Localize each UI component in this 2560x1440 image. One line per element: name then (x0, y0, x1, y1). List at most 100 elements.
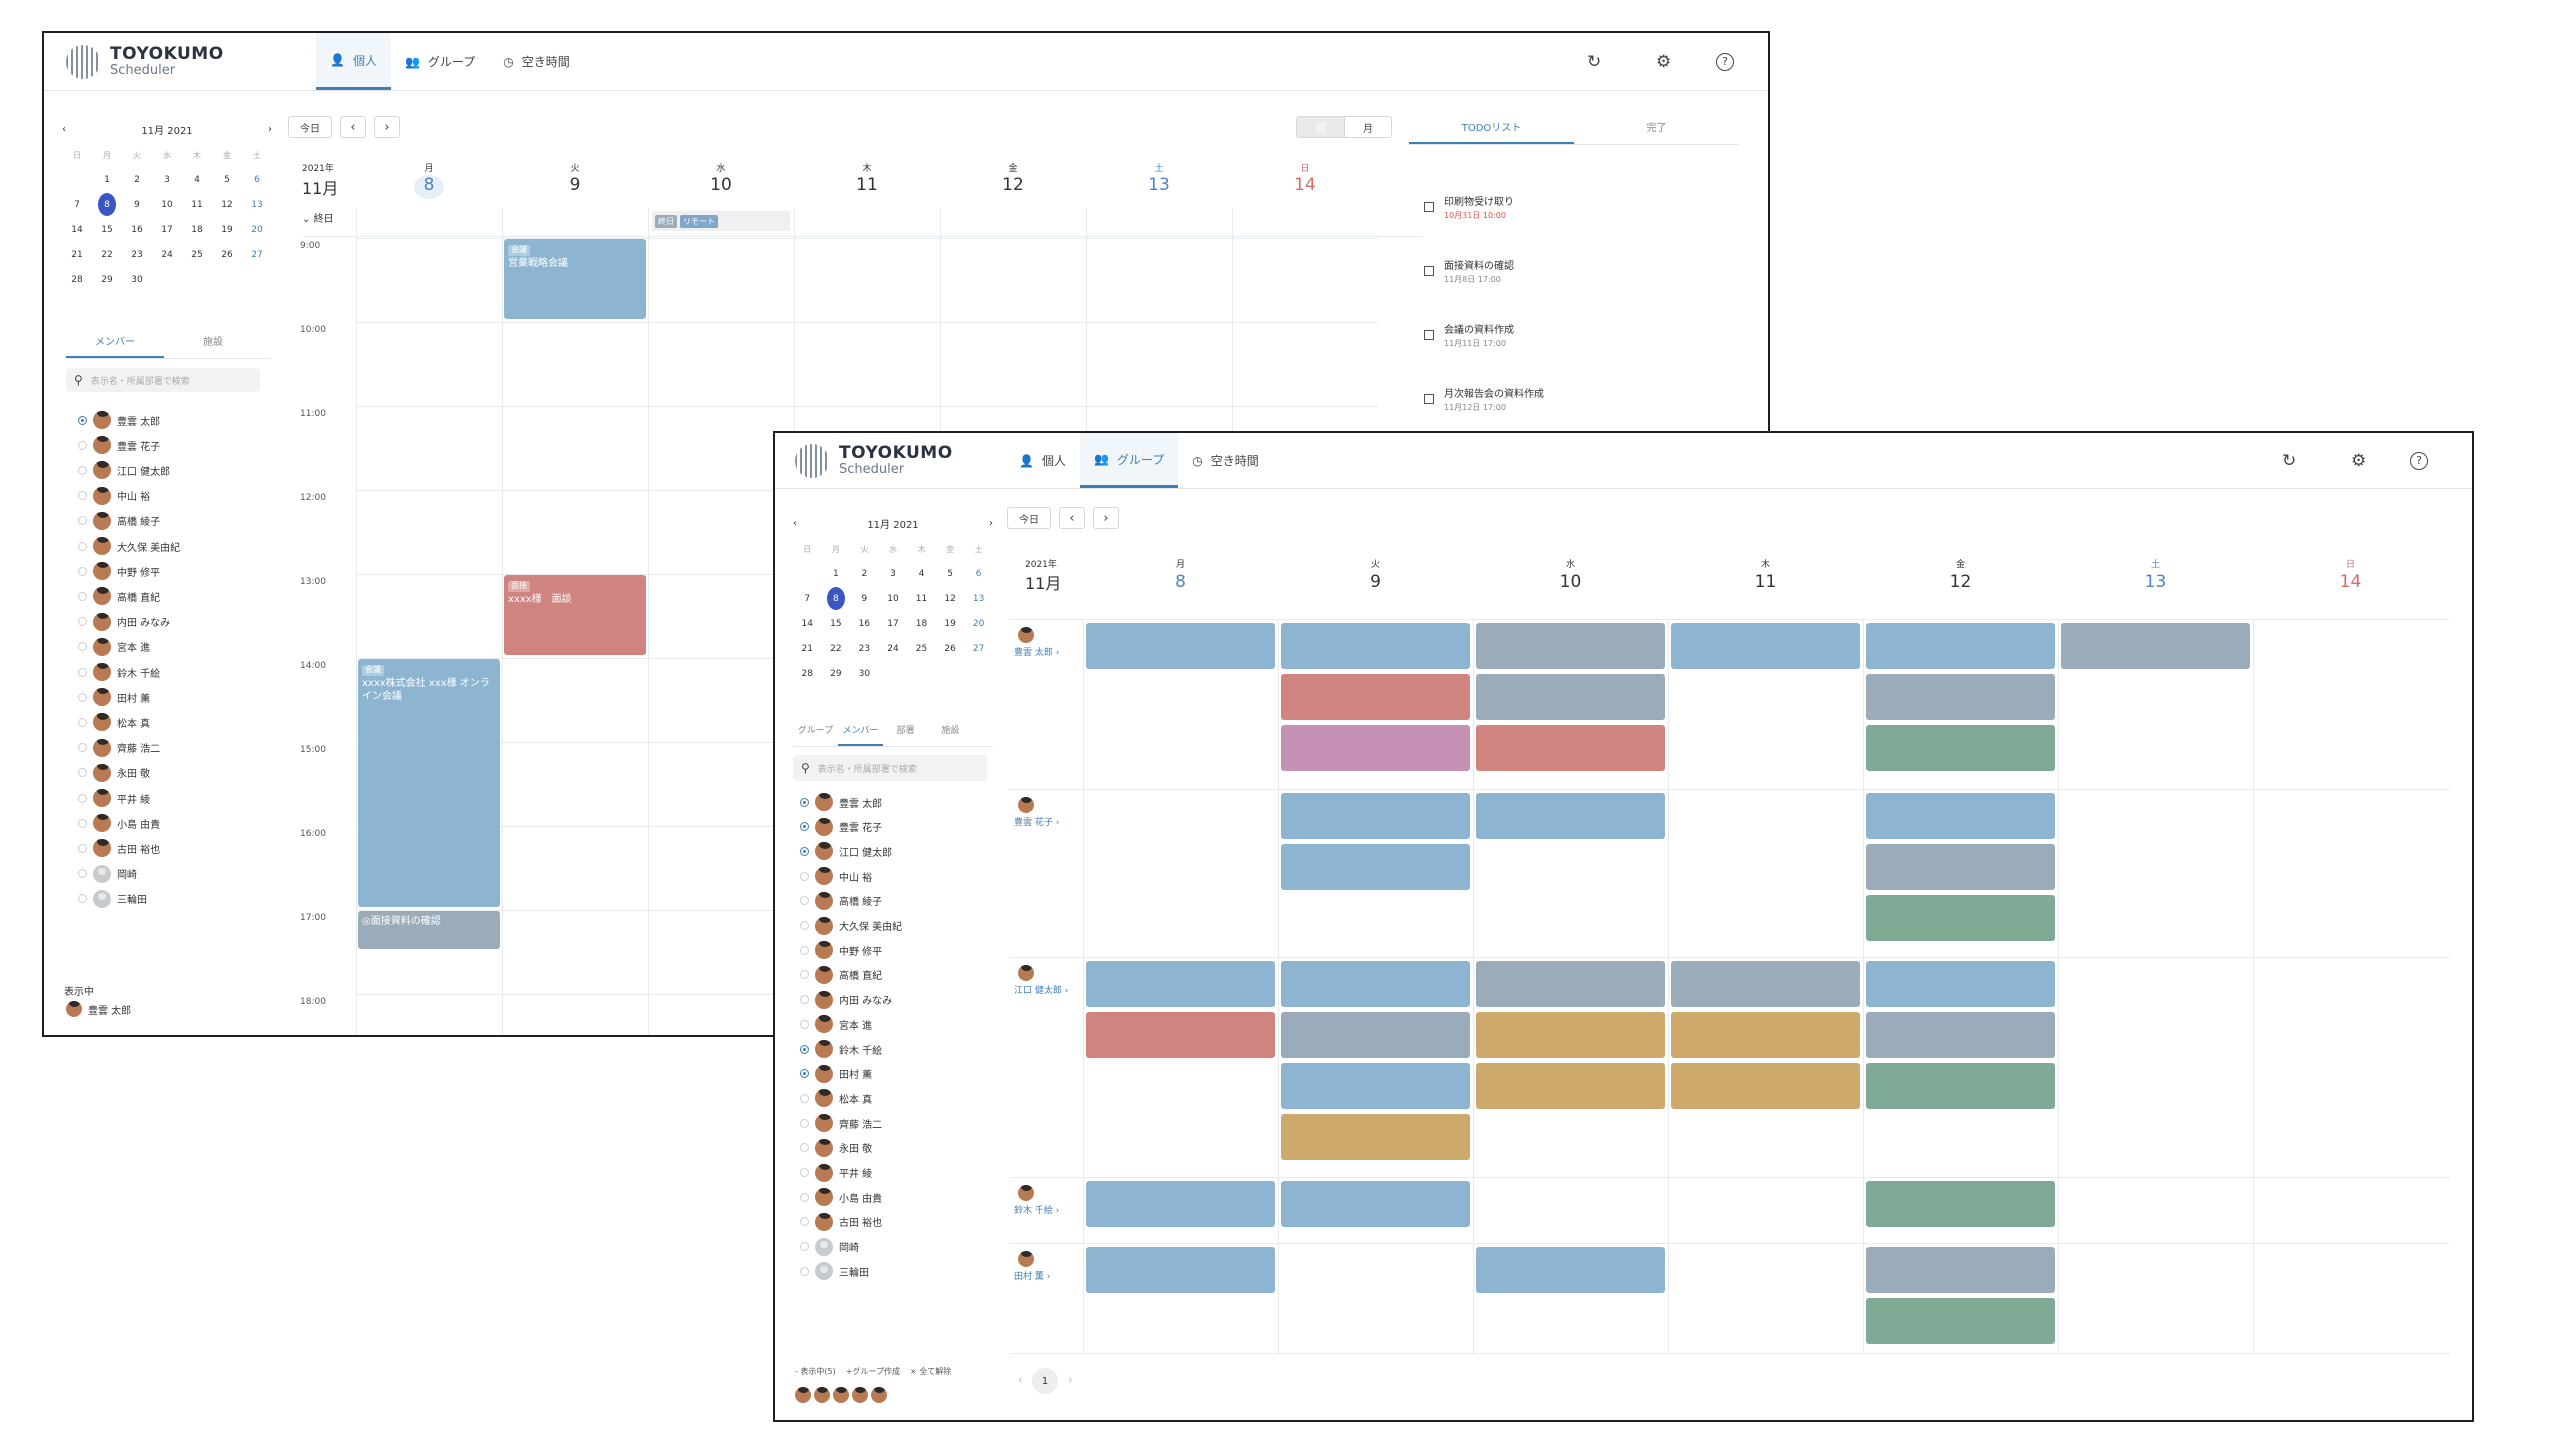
allday-event[interactable]: 終日 リモート (652, 211, 790, 231)
day-cell[interactable]: 4 (194, 174, 200, 185)
member-item[interactable]: 高橋 綾子 (800, 891, 882, 910)
day-cell[interactable]: 13 (251, 199, 263, 210)
member-item[interactable]: 古田 裕也 (800, 1212, 882, 1231)
calendar-event[interactable] (1866, 1012, 2055, 1058)
member-checkbox[interactable] (800, 1044, 809, 1054)
member-item[interactable]: 大久保 美由紀 (800, 916, 902, 935)
nav-tab-free-time[interactable]: ◷ 空き時間 (1178, 433, 1273, 488)
member-checkbox[interactable] (800, 1019, 809, 1029)
member-checkbox[interactable] (78, 440, 87, 450)
member-item[interactable]: 齊藤 浩二 (800, 1114, 882, 1133)
day-cell[interactable]: 5 (947, 568, 953, 579)
member-checkbox[interactable] (78, 843, 87, 853)
member-checkbox[interactable] (78, 692, 87, 702)
day-cell[interactable]: 29 (830, 668, 842, 679)
member-item[interactable]: 中野 修平 (78, 562, 160, 581)
prev-month-icon[interactable]: ‹ (793, 517, 797, 529)
day-cell[interactable]: 12 (944, 593, 956, 604)
day-cell[interactable]: 24 (161, 249, 173, 260)
day-cell[interactable]: 23 (858, 643, 871, 654)
member-checkbox[interactable] (78, 667, 87, 677)
clear-all-link[interactable]: × 全て解除 (910, 1367, 952, 1376)
day-cell[interactable]: 20 (972, 618, 985, 629)
day-cell[interactable]: 15 (101, 224, 113, 235)
calendar-event[interactable] (1476, 1063, 1665, 1109)
day-number[interactable]: 9 (569, 175, 581, 195)
calendar-event[interactable] (1671, 1012, 1860, 1058)
member-item[interactable]: 岡崎 (78, 864, 137, 883)
day-cell[interactable]: 10 (161, 199, 173, 210)
calendar-event[interactable] (1671, 961, 1860, 1007)
calendar-event[interactable] (1086, 1012, 1275, 1058)
member-checkbox[interactable] (800, 921, 809, 930)
nav-tab-personal[interactable]: 👤 個人 (316, 33, 391, 90)
member-checkbox[interactable] (800, 1217, 809, 1227)
day-cell[interactable]: 25 (915, 643, 928, 654)
day-cell[interactable]: 21 (71, 249, 83, 260)
calendar-event[interactable] (1866, 1298, 2055, 1344)
member-item[interactable]: 三輪田 (800, 1262, 869, 1281)
calendar-event[interactable] (1281, 793, 1470, 839)
member-checkbox[interactable] (800, 1168, 809, 1177)
member-checkbox[interactable] (78, 415, 87, 425)
day-cell[interactable]: 12 (221, 199, 233, 210)
calendar-event[interactable] (1866, 1063, 2055, 1109)
todo-checkbox[interactable] (1424, 330, 1434, 340)
showing-count[interactable]: - 表示中(5) (795, 1367, 836, 1376)
day-cell[interactable]: 17 (161, 224, 173, 235)
member-item[interactable]: 松本 真 (800, 1089, 872, 1108)
member-item[interactable]: 三輪田 (78, 889, 147, 908)
member-checkbox[interactable] (78, 768, 87, 778)
calendar-event[interactable]: 会議 xxxx株式会社 xxx様 オンライン会議 (358, 659, 500, 907)
member-item[interactable]: 大久保 美由紀 (78, 537, 180, 555)
prev-week-button[interactable]: ‹ (1059, 507, 1085, 529)
calendar-event[interactable] (1281, 961, 1470, 1007)
member-checkbox[interactable] (78, 642, 87, 652)
day-number[interactable]: 10 (1559, 572, 1582, 592)
day-cell[interactable]: 26 (944, 643, 956, 654)
day-cell[interactable]: 27 (251, 249, 263, 260)
member-checkbox[interactable] (800, 1118, 809, 1128)
member-item[interactable]: 松本 真 (78, 713, 150, 732)
member-checkbox[interactable] (78, 591, 87, 601)
calendar-event[interactable] (1476, 674, 1665, 720)
member-checkbox[interactable] (800, 871, 809, 881)
help-icon[interactable]: ? (2410, 451, 2428, 470)
todo-tab-done[interactable]: 完了 (1646, 123, 1667, 134)
day-cell[interactable]: 5 (224, 174, 230, 185)
member-item[interactable]: 田村 薫 (800, 1064, 872, 1083)
calendar-event[interactable] (1476, 1012, 1665, 1058)
next-month-icon[interactable]: › (267, 123, 272, 135)
member-checkbox[interactable] (800, 1192, 809, 1202)
prev-page-icon[interactable]: ‹ (1018, 1373, 1023, 1387)
app-logo[interactable]: TOYOKUMO Scheduler (795, 443, 1005, 478)
subtab-members[interactable]: メンバー (66, 333, 164, 358)
day-cell[interactable]: 7 (804, 593, 811, 604)
week-view-button[interactable]: 週 (1296, 116, 1344, 138)
member-checkbox[interactable] (78, 793, 87, 803)
member-item[interactable]: 豊雲 花子 (78, 436, 160, 455)
member-checkbox[interactable] (78, 743, 87, 753)
day-cell[interactable]: 28 (801, 668, 813, 679)
nav-tab-group[interactable]: 👥 グループ (391, 33, 489, 90)
day-number[interactable]: 12 (1002, 175, 1024, 195)
calendar-event[interactable] (1866, 674, 2055, 720)
next-week-button[interactable]: › (374, 116, 400, 138)
day-cell[interactable]: 21 (801, 643, 813, 654)
help-icon[interactable]: ? (1716, 52, 1734, 71)
showing-member[interactable]: 豊雲 太郎 (66, 1001, 131, 1017)
member-checkbox[interactable] (78, 818, 87, 828)
day-cell[interactable]: 29 (101, 274, 113, 285)
calendar-event[interactable] (1866, 895, 2055, 941)
member-item[interactable]: 江口 健太郎 (78, 461, 170, 480)
calendar-event[interactable] (1866, 1181, 2055, 1227)
todo-item[interactable]: 面接資料の確認 11月8日 17:00 (1424, 260, 1514, 285)
member-item[interactable]: 内田 みなみ (800, 990, 892, 1009)
day-cell[interactable]: 16 (858, 618, 871, 629)
member-item[interactable]: 高橋 直紀 (800, 965, 882, 984)
next-week-button[interactable]: › (1093, 507, 1119, 529)
member-item[interactable]: 田村 薫 (78, 688, 150, 707)
day-cell[interactable]: 4 (918, 568, 925, 579)
member-checkbox[interactable] (800, 1069, 809, 1079)
calendar-event[interactable] (1671, 1063, 1860, 1109)
